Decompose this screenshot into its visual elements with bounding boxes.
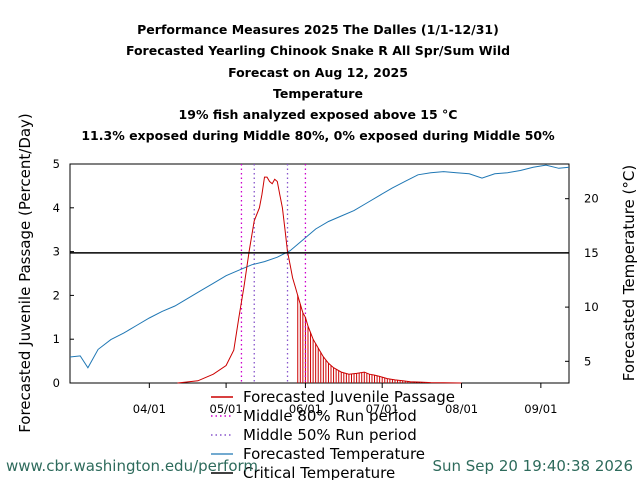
x-tick-label: 06/01 bbox=[289, 402, 322, 416]
legend-label-middle80: Middle 80% Run period bbox=[243, 407, 417, 425]
footer-timestamp: Sun Sep 20 19:40:38 2026 bbox=[432, 457, 633, 475]
y-tick-label: 3 bbox=[53, 245, 60, 259]
x-tick-label: 05/01 bbox=[210, 402, 243, 416]
x-axis-ticks: 04/01 05/01 06/01 07/01 08/01 09/01 bbox=[133, 383, 557, 416]
legend-label-middle50: Middle 50% Run period bbox=[243, 426, 417, 444]
legend-label-passage: Forecasted Juvenile Passage bbox=[243, 388, 455, 406]
chart-subtitle-exposure: 19% fish analyzed exposed above 15 °C bbox=[179, 107, 458, 122]
y-tick-label: 2 bbox=[53, 288, 60, 302]
chart-subtitle-exposure-periods: 11.3% exposed during Middle 80%, 0% expo… bbox=[81, 128, 555, 143]
x-tick-label: 04/01 bbox=[133, 402, 166, 416]
chart-subtitle-metric: Temperature bbox=[273, 86, 363, 101]
y-axis-label: Forecasted Juvenile Passage (Percent/Day… bbox=[16, 113, 34, 433]
temperature-line bbox=[69, 164, 570, 369]
y-tick-label: 4 bbox=[53, 201, 60, 215]
x-tick-label: 08/01 bbox=[445, 402, 478, 416]
y-tick-label: 0 bbox=[53, 376, 60, 390]
run-period-lines-layer bbox=[240, 164, 307, 383]
chart-subtitle-species: Forecasted Yearling Chinook Snake R All … bbox=[126, 43, 510, 58]
y2-axis-label: Forecasted Temperature (°C) bbox=[620, 165, 638, 381]
y2-tick-label: 5 bbox=[584, 354, 591, 368]
y-axis-ticks: 0 1 2 3 4 5 bbox=[53, 157, 74, 390]
y-tick-label: 5 bbox=[53, 157, 60, 171]
legend: Forecasted Juvenile Passage Middle 80% R… bbox=[211, 388, 455, 480]
y2-tick-label: 10 bbox=[584, 300, 599, 314]
plot-area bbox=[69, 163, 570, 384]
passage-bars-layer bbox=[297, 295, 429, 383]
y2-tick-label: 15 bbox=[584, 246, 599, 260]
chart-subtitle-forecast-date: Forecast on Aug 12, 2025 bbox=[228, 65, 408, 80]
y-tick-label: 1 bbox=[53, 332, 60, 346]
x-tick-label: 07/01 bbox=[366, 402, 399, 416]
footer-url: www.cbr.washington.edu/perform bbox=[6, 457, 258, 475]
passage-line bbox=[177, 176, 462, 384]
chart-titles: Performance Measures 2025 The Dalles (1/… bbox=[81, 22, 555, 143]
y2-tick-label: 20 bbox=[584, 192, 599, 206]
x-tick-label: 09/01 bbox=[524, 402, 557, 416]
legend-label-temperature: Forecasted Temperature bbox=[243, 445, 425, 463]
series-layer bbox=[69, 164, 570, 384]
chart-title: Performance Measures 2025 The Dalles (1/… bbox=[137, 22, 499, 37]
legend-label-critical: Critical Temperature bbox=[243, 464, 395, 480]
y2-axis-ticks: 5 10 15 20 bbox=[565, 192, 599, 368]
